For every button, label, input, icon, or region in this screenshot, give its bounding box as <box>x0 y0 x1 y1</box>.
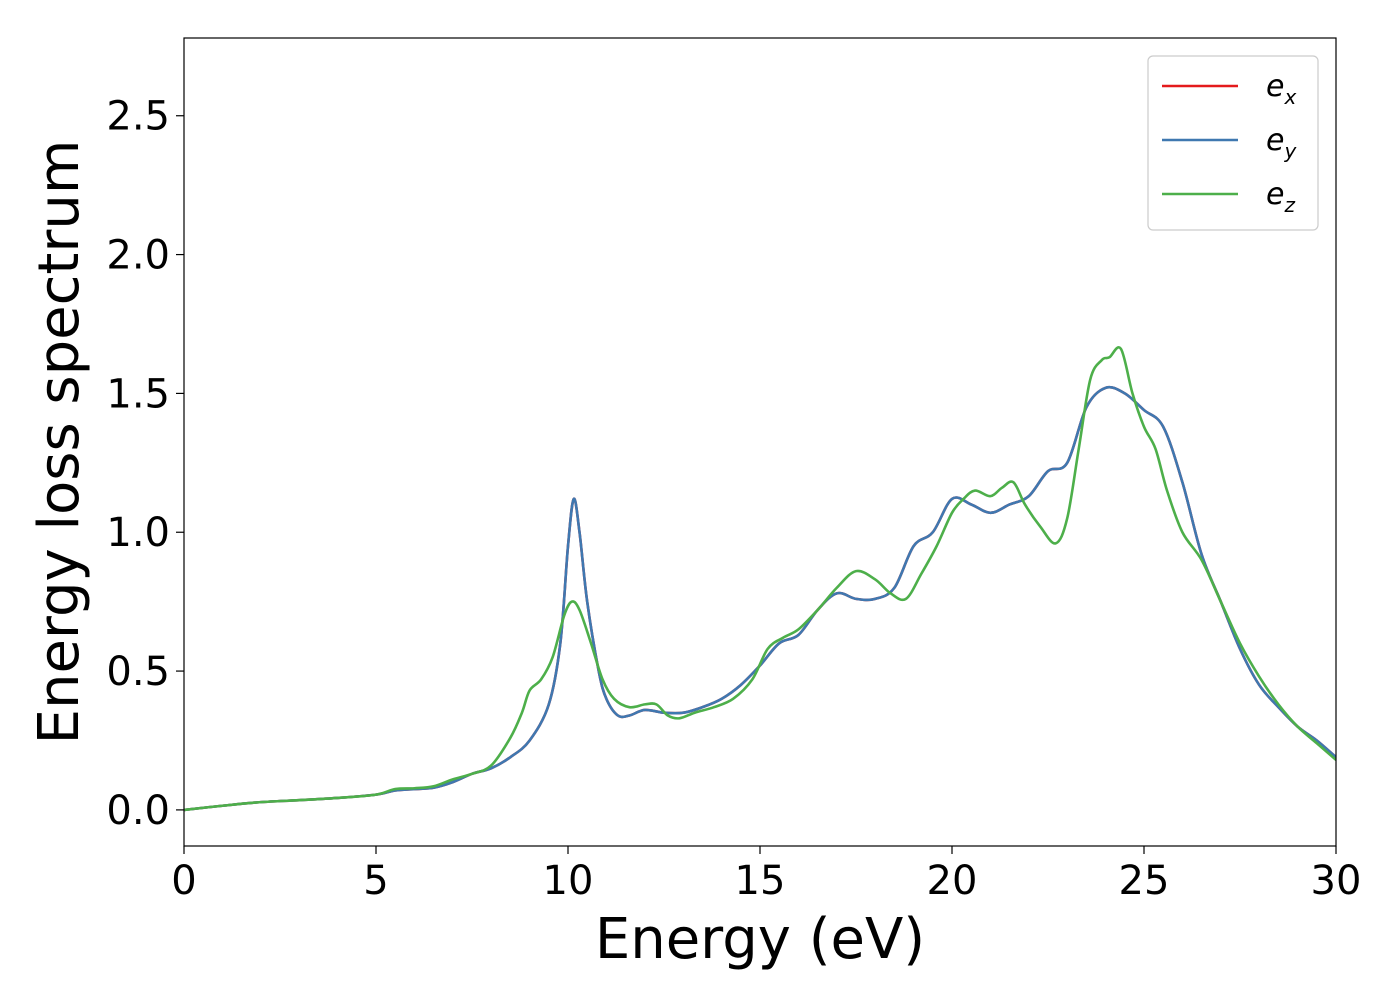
y-tick-label: 2.5 <box>106 94 170 140</box>
plot-lines <box>184 346 1336 812</box>
x-axis-ticks: 0 5 10 15 20 25 30 <box>171 846 1361 904</box>
x-tick-label: 30 <box>1311 858 1362 904</box>
x-tick-label: 25 <box>1119 858 1170 904</box>
x-tick-label: 5 <box>363 858 388 904</box>
series-line-z <box>184 346 1336 812</box>
x-tick-label: 20 <box>927 858 978 904</box>
x-tick-label: 15 <box>735 858 786 904</box>
y-tick-label: 1.5 <box>106 371 170 417</box>
legend-box <box>1147 55 1319 231</box>
y-tick-label: 1.0 <box>106 510 170 556</box>
legend: ex ey ez <box>1147 55 1319 231</box>
legend-label-x: ex <box>1266 69 1296 109</box>
y-tick-label: 2.0 <box>106 233 170 279</box>
x-tick-label: 10 <box>543 858 594 904</box>
x-axis-label: Energy (eV) <box>595 907 925 972</box>
y-tick-label: 0.0 <box>106 788 170 834</box>
y-axis-ticks: 0.0 0.5 1.0 1.5 2.0 2.5 <box>106 94 184 834</box>
y-axis-label: Energy loss spectrum <box>27 140 92 745</box>
legend-label-z: ez <box>1266 177 1295 217</box>
y-tick-label: 0.5 <box>106 649 170 695</box>
legend-label-y: ey <box>1266 123 1297 163</box>
x-tick-label: 0 <box>171 858 196 904</box>
